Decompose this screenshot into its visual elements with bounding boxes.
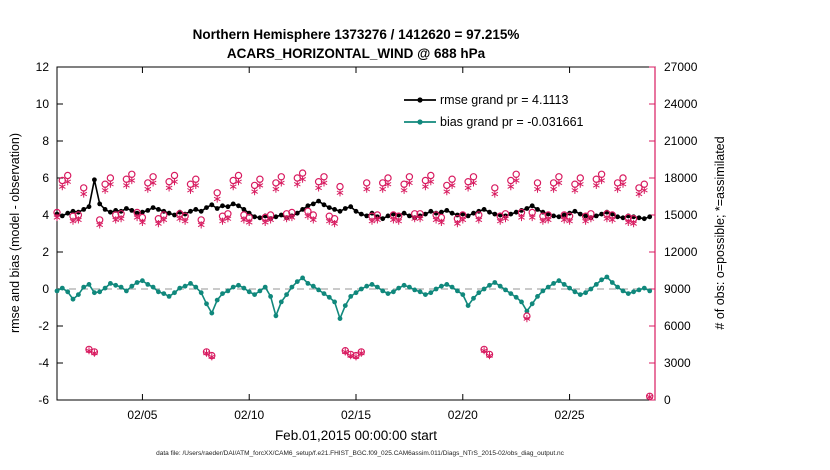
series-possible xyxy=(53,169,654,400)
x-tick-label: 02/05 xyxy=(127,408,157,422)
y-right-tick-label: 0 xyxy=(664,393,671,407)
legend: rmse grand pr = 4.1113 bias grand pr = -… xyxy=(404,93,584,129)
y-right-tick-label: 24000 xyxy=(664,97,698,111)
y-axis-label-right: # of obs: o=possible; *=assimilated xyxy=(713,136,727,329)
y-left-tick-label: 2 xyxy=(42,245,49,259)
x-tick-label: 02/20 xyxy=(448,408,478,422)
x-tick-label: 02/25 xyxy=(555,408,585,422)
data-series xyxy=(53,169,654,401)
legend-entry-bias: bias grand pr = -0.031661 xyxy=(440,115,584,129)
y-left-tick-label: -6 xyxy=(38,393,49,407)
y-left-tick-label: 0 xyxy=(42,282,49,296)
y-left-tick-label: 4 xyxy=(42,208,49,222)
legend-marker-sample xyxy=(417,97,423,103)
chart-subtitle: ACARS_HORIZONTAL_WIND @ 688 hPa xyxy=(227,46,486,61)
x-tick-label: 02/15 xyxy=(341,408,371,422)
y-right-tick-label: 9000 xyxy=(664,282,691,296)
y-right-tick-label: 15000 xyxy=(664,208,698,222)
y-left-tick-label: -2 xyxy=(38,319,49,333)
y-left-tick-label: 12 xyxy=(36,60,50,74)
y-right-tick-label: 18000 xyxy=(664,171,698,185)
y-left-tick-label: 6 xyxy=(42,171,49,185)
axes: -6 -4 -2 0 2 4 6 8 10 12 0 3000 6000 9000 12000 15000 18… xyxy=(36,60,698,422)
y-right-tick-label: 21000 xyxy=(664,134,698,148)
y-left-tick-label: 8 xyxy=(42,134,49,148)
y-right-tick-label: 27000 xyxy=(664,60,698,74)
series-bias xyxy=(54,274,653,321)
y-right-tick-label: 6000 xyxy=(664,319,691,333)
series-assimilated xyxy=(53,175,654,401)
y-right-tick-label: 12000 xyxy=(664,245,698,259)
y-left-tick-label: -4 xyxy=(38,356,49,370)
legend-entry-rmse: rmse grand pr = 4.1113 xyxy=(440,93,568,107)
legend-marker-sample xyxy=(417,119,423,125)
x-tick-label: 02/10 xyxy=(234,408,264,422)
y-right-tick-label: 3000 xyxy=(664,356,691,370)
chart-title: Northern Hemisphere 1373276 / 1412620 = … xyxy=(193,27,520,42)
y-left-tick-label: 10 xyxy=(36,97,50,111)
data-file-caption: data file: /Users/raeder/DAI/ATM_forcXX/… xyxy=(156,450,565,457)
x-axis-label: Feb.01,2015 00:00:00 start xyxy=(275,428,437,443)
y-axis-label-left: rmse and bias (model - observation) xyxy=(8,133,22,333)
